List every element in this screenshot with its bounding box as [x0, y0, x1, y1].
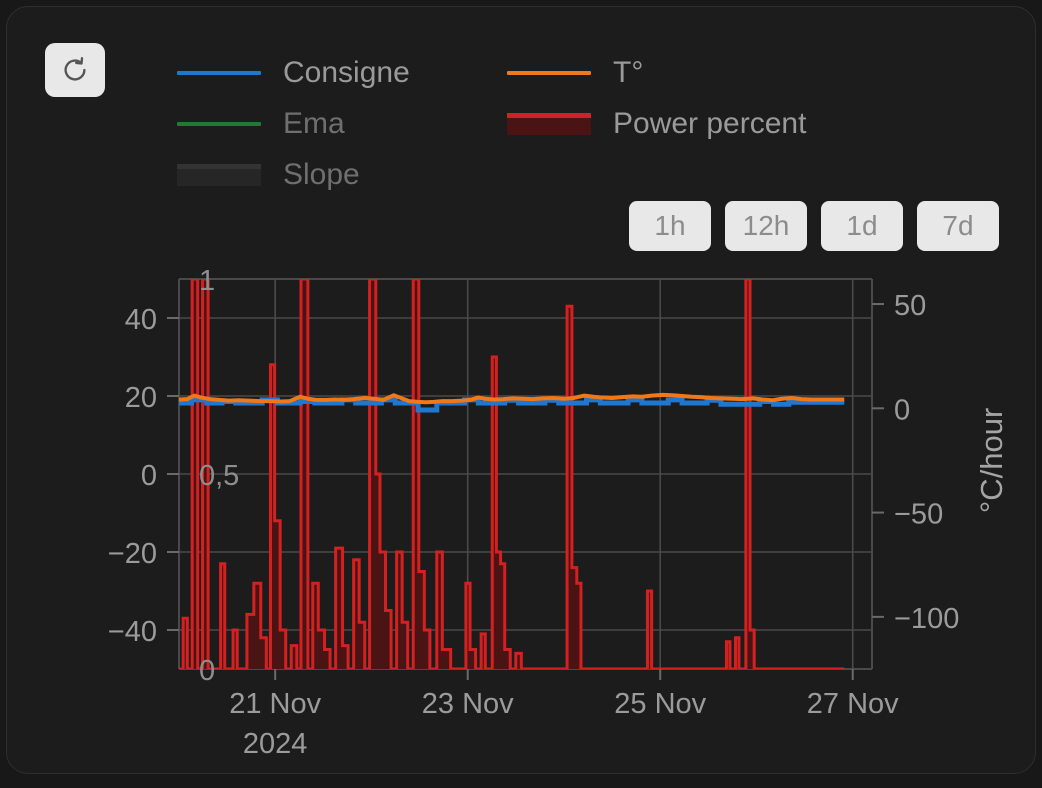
- range-button-1h[interactable]: 1h: [629, 201, 711, 251]
- svg-text:−20: −20: [108, 538, 157, 570]
- svg-text:1: 1: [199, 265, 215, 297]
- svg-text:21 Nov: 21 Nov: [229, 688, 321, 720]
- svg-text:0: 0: [141, 460, 157, 492]
- legend-item-temperature[interactable]: T°: [507, 55, 644, 89]
- svg-text:2024: 2024: [243, 728, 308, 760]
- legend-swatch-ema-icon: [177, 121, 261, 126]
- svg-text:27 Nov: 27 Nov: [807, 688, 899, 720]
- legend-swatch-power-percent-icon: [507, 112, 591, 135]
- svg-text:20: 20: [125, 382, 157, 414]
- legend-swatch-consigne-icon: [177, 70, 261, 75]
- legend-item-consigne[interactable]: Consigne: [177, 55, 507, 89]
- range-button-1d[interactable]: 1d: [821, 201, 903, 251]
- svg-text:0: 0: [199, 655, 215, 687]
- chart-legend: Consigne T° Ema Power percent: [177, 47, 877, 200]
- svg-text:50: 50: [894, 290, 926, 322]
- range-button-12h[interactable]: 12h: [725, 201, 807, 251]
- legend-swatch-slope-icon: [177, 163, 261, 186]
- chart-container[interactable]: 40 20 0 −20 −40 1 0,5 0 50 0 −50 −100 °C/hour 21 Nov 2…: [7, 255, 1037, 765]
- range-selector: 1h 12h 1d 7d: [629, 201, 999, 251]
- legend-label-consigne: Consigne: [283, 55, 410, 89]
- legend-label-ema: Ema: [283, 106, 345, 140]
- legend-item-slope[interactable]: Slope: [177, 157, 507, 191]
- legend-item-ema[interactable]: Ema: [177, 106, 507, 140]
- svg-text:40: 40: [125, 304, 157, 336]
- svg-text:−50: −50: [894, 499, 943, 531]
- legend-label-slope: Slope: [283, 157, 360, 191]
- svg-text:−100: −100: [894, 603, 959, 635]
- svg-text:0,5: 0,5: [199, 460, 239, 492]
- refresh-button[interactable]: [45, 43, 105, 97]
- range-button-7d[interactable]: 7d: [917, 201, 999, 251]
- chart-card: Consigne T° Ema Power percent: [6, 6, 1036, 774]
- legend-row-2: Ema Power percent: [177, 98, 877, 149]
- refresh-icon: [60, 55, 90, 85]
- legend-label-temperature: T°: [613, 55, 644, 89]
- legend-row-3: Slope: [177, 149, 877, 200]
- svg-text:0: 0: [894, 394, 910, 426]
- legend-item-power-percent[interactable]: Power percent: [507, 106, 807, 140]
- legend-label-power-percent: Power percent: [613, 106, 807, 140]
- legend-row-1: Consigne T°: [177, 47, 877, 98]
- svg-text:25 Nov: 25 Nov: [614, 688, 706, 720]
- timeseries-chart[interactable]: 40 20 0 −20 −40 1 0,5 0 50 0 −50 −100 °C/hour 21 Nov 2…: [7, 255, 1037, 765]
- svg-text:−40: −40: [108, 616, 157, 648]
- svg-text:°C/hour: °C/hour: [974, 408, 1009, 513]
- svg-text:23 Nov: 23 Nov: [422, 688, 514, 720]
- legend-swatch-temperature-icon: [507, 70, 591, 75]
